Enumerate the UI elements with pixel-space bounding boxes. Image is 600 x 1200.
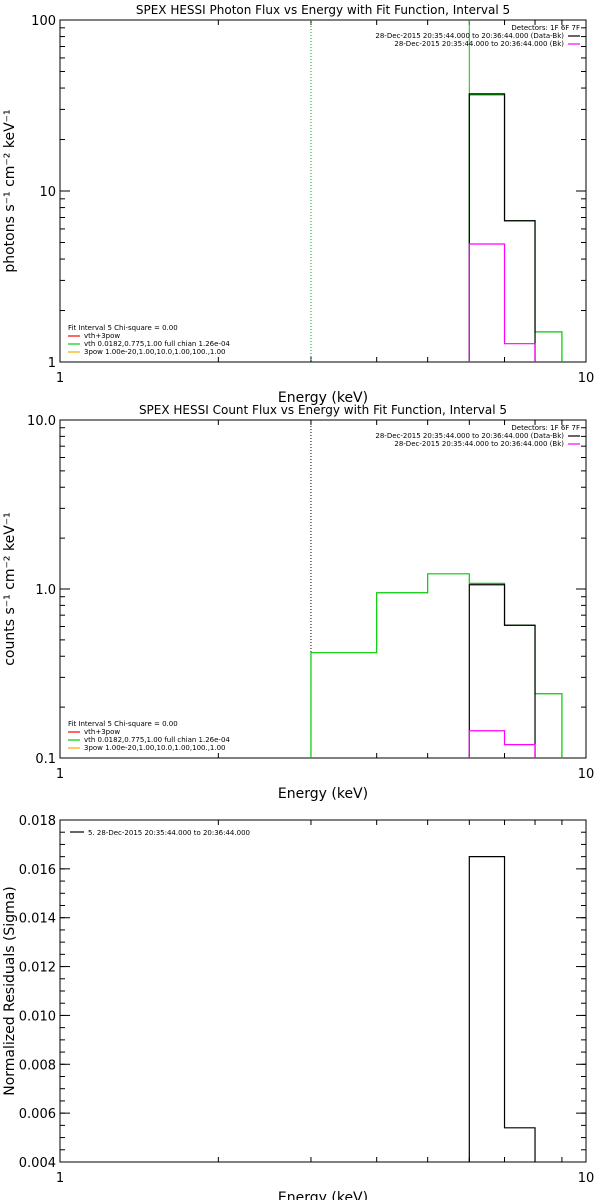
y-tick-label: 0.1 [35, 752, 56, 767]
fit-legend-entry: 3pow 1.00e-20,1.00,10.0,1.00,100.,1.00 [84, 744, 226, 752]
plot-3: 1 10 Energy (keV) 0.004 0.006 0.008 0.010 0.012… [2, 814, 594, 1200]
y-tick-label: 10 [39, 185, 56, 200]
fit-legend-entry: vth+3pow [84, 728, 120, 736]
y-tick-label: 100 [31, 14, 56, 29]
y-tick-label: 1 [48, 356, 56, 371]
fit-legend-entry: 3pow 1.00e-20,1.00,10.0,1.00,100.,1.00 [84, 348, 226, 356]
x-tick-label: 10 [578, 371, 595, 386]
x-axis-label: Energy (keV) [278, 390, 368, 406]
y-tick-label: 0.014 [19, 912, 56, 927]
y-tick-label: 0.018 [19, 814, 56, 829]
y-tick-label: 0.016 [19, 863, 56, 878]
x-tick-label: 1 [56, 1171, 64, 1186]
legend-entry-label: 28-Dec-2015 20:35:44.000 to 20:36:44.000… [375, 432, 564, 440]
x-tick-label: 1 [56, 767, 64, 782]
y-tick-label: 0.006 [19, 1107, 56, 1122]
y-tick-label: 1.0 [35, 583, 56, 598]
fit-legend-title: Fit Interval 5 Chi-square = 0.00 [68, 720, 178, 728]
legend-title: Detectors: 1F 6F 7F [511, 24, 580, 32]
series-3-histogram [468, 243, 536, 362]
x-tick-label: 10 [578, 767, 595, 782]
series-1-histogram [468, 856, 536, 1162]
legend-entry-label: 5. 28-Dec-2015 20:35:44.000 to 20:36:44.… [88, 829, 250, 837]
y-tick-label: 0.010 [19, 1009, 56, 1024]
x-axis-label: Energy (keV) [278, 1190, 368, 1200]
y-tick-label: 0.008 [19, 1058, 56, 1073]
chart-title: SPEX HESSI Count Flux vs Energy with Fit… [139, 403, 507, 417]
x-axis-label: Energy (keV) [278, 786, 368, 802]
y-axis-label: Normalized Residuals (Sigma) [2, 886, 18, 1096]
plot-1: SPEX HESSI Photon Flux vs Energy with Fi… [2, 3, 594, 406]
legend-entry-label: 28-Dec-2015 20:35:44.000 to 20:36:44.000… [394, 440, 564, 448]
series-2-histogram [468, 584, 536, 758]
x-tick-label: 10 [578, 1171, 595, 1186]
x-tick-label: 1 [56, 371, 64, 386]
y-axis-label: photons s⁻¹ cm⁻² keV⁻¹ [2, 109, 18, 272]
series-3-histogram [468, 730, 536, 758]
fit-legend-entry: vth 0.0182,0.775,1.00 full chian 1.26e-0… [84, 340, 230, 348]
y-tick-label: 10.0 [27, 414, 56, 429]
legend-title: Detectors: 1F 6F 7F [511, 424, 580, 432]
legend-entry-label: 28-Dec-2015 20:35:44.000 to 20:36:44.000… [375, 32, 564, 40]
plot-frame [59, 19, 587, 363]
series-1-histogram [310, 573, 563, 758]
series-2-histogram [468, 93, 536, 362]
y-tick-label: 0.012 [19, 961, 56, 976]
y-tick-label: 0.004 [19, 1156, 56, 1171]
fit-legend-title: Fit Interval 5 Chi-square = 0.00 [68, 324, 178, 332]
chart-title: SPEX HESSI Photon Flux vs Energy with Fi… [136, 3, 510, 17]
plot-2: SPEX HESSI Count Flux vs Energy with Fit… [2, 403, 594, 802]
plot-frame [59, 819, 587, 1163]
fit-legend-entry: vth+3pow [84, 332, 120, 340]
y-axis-label: counts s⁻¹ cm⁻² keV⁻¹ [2, 512, 18, 666]
plot-frame [59, 419, 587, 759]
fit-legend-entry: vth 0.0182,0.775,1.00 full chian 1.26e-0… [84, 736, 230, 744]
series-1-histogram [468, 94, 563, 362]
legend-entry-label: 28-Dec-2015 20:35:44.000 to 20:36:44.000… [394, 40, 564, 48]
